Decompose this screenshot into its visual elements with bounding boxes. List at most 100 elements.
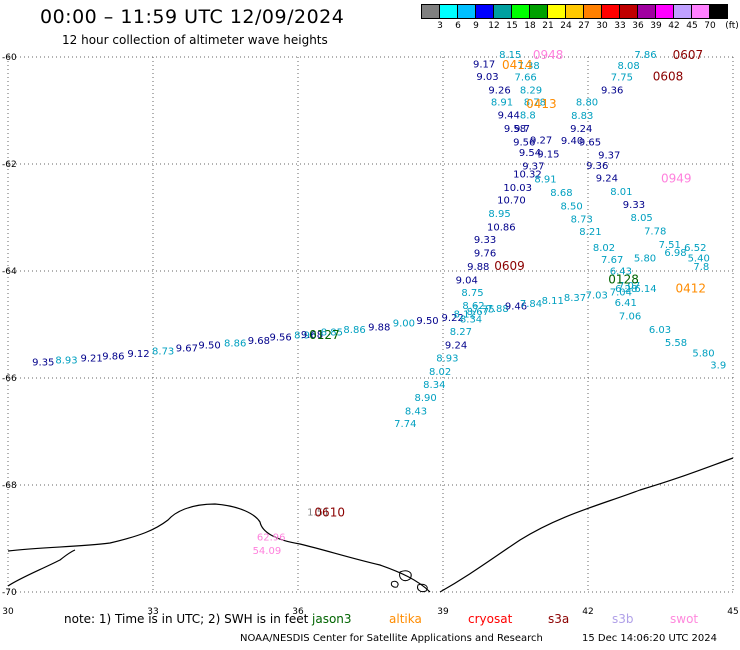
swh-value: 8.73 xyxy=(152,346,174,357)
lat-tick-label: -66 xyxy=(2,374,17,384)
swh-value: 9.40 xyxy=(561,136,583,147)
coastline-main xyxy=(7,503,431,593)
legend-swatches xyxy=(421,4,728,19)
legend-label: 42 xyxy=(668,21,680,31)
swh-value: 8.68 xyxy=(550,188,572,199)
legend-label: 9 xyxy=(473,21,479,31)
legend-swot: swot xyxy=(670,612,699,626)
swh-value: 9.44 xyxy=(498,111,520,122)
swh-value: 9.36 xyxy=(601,85,623,96)
legend-label: 15 xyxy=(506,21,518,31)
legend-label: 6 xyxy=(455,21,461,31)
swh-value: 9.33 xyxy=(474,235,496,246)
swh-value: 5.40 xyxy=(688,253,710,264)
swh-value: 8.62 xyxy=(462,301,484,312)
swh-value: 6.98 xyxy=(664,248,686,259)
swh-value: 8.08 xyxy=(617,61,639,72)
lat-tick-label: -68 xyxy=(2,481,17,491)
swh-value: 9.88 xyxy=(467,262,489,273)
swh-value: 9.68 xyxy=(248,336,270,347)
swh-value: 8.50 xyxy=(560,201,582,212)
note-text: note: 1) Time is in UTC; 2) SWH is in fe… xyxy=(64,612,309,626)
pass-time-label: 0412 xyxy=(675,281,706,295)
swh-value: 9.46 xyxy=(505,302,527,313)
legend-label: 21 xyxy=(542,21,554,31)
lat-lon-grid xyxy=(7,56,734,593)
lon-tick-label: 33 xyxy=(147,607,158,617)
legend-label: 27 xyxy=(578,21,590,31)
pass-time-label: 0608 xyxy=(653,70,684,84)
legend-label: 18 xyxy=(524,21,536,31)
lon-tick-label: 30 xyxy=(2,607,14,617)
swh-value: 7.03 xyxy=(586,290,608,301)
swh-value: 10.70 xyxy=(497,196,526,207)
swh-value: 7.67 xyxy=(601,255,623,266)
swh-value: 7.84 xyxy=(520,299,542,310)
axis-tick-labels: 30 33 36 39 42 45 -60 -62 -64 -66 -68 -70 xyxy=(2,53,739,617)
footer-credit: NOAA/NESDIS Center for Satellite Applica… xyxy=(240,633,543,644)
swh-value: 8.01 xyxy=(610,187,632,198)
swh-value: 9.88 xyxy=(368,322,390,333)
swh-value: 7.04 xyxy=(610,288,632,299)
legend-jason3: jason3 xyxy=(312,612,352,626)
swh-value: 8.67 xyxy=(467,307,489,318)
swh-value: 9.50 xyxy=(198,341,220,352)
swh-value: 8.96 xyxy=(294,330,316,341)
swh-value: 8.86 xyxy=(224,338,246,349)
swh-value: 9.22 xyxy=(442,313,464,324)
swh-value: 8.11 xyxy=(542,296,564,307)
swh-value: 6.14 xyxy=(634,284,656,295)
swh-value: 8.93 xyxy=(55,356,77,367)
swh-value: 9.56 xyxy=(513,137,535,148)
swh-value: 9.65 xyxy=(579,137,601,148)
legend-labels: 3 6 9 12 15 18 21 24 27 30 33 36 39 42 45 70 (ft) xyxy=(421,19,739,33)
legend-label: 30 xyxy=(596,21,608,31)
swh-value: 9.76 xyxy=(474,249,496,260)
swh-value: 7.74 xyxy=(394,419,416,430)
pass-time-label: 0414 xyxy=(502,58,533,72)
swh-value: 7.38 xyxy=(517,61,539,72)
swh-value: 9.24 xyxy=(596,174,618,185)
swh-value: 9.35 xyxy=(32,358,54,369)
coastline-west xyxy=(7,549,76,587)
island xyxy=(390,580,399,588)
coastline-east xyxy=(439,457,734,593)
swh-value: 8.85 xyxy=(321,328,343,339)
swh-value: 8.75 xyxy=(461,288,483,299)
swh-value: 5.80 xyxy=(692,349,714,360)
swh-value: 8.34 xyxy=(423,380,445,391)
swh-value: 3.9 xyxy=(710,360,726,371)
pass-time-label: 0128 xyxy=(608,272,639,286)
pass-time-label: 0948 xyxy=(533,48,564,62)
swh-value: 9.50 xyxy=(416,316,438,327)
lat-tick-label: -60 xyxy=(2,53,17,63)
swh-value: 10.03 xyxy=(503,183,532,194)
legend-label: 24 xyxy=(560,21,572,31)
swh-value: 8.15 xyxy=(499,50,521,61)
swh-value: 8.91 xyxy=(491,98,513,109)
swh-value: 6.52 xyxy=(684,243,706,254)
swh-value: 9.24 xyxy=(570,124,592,135)
swh-value: 7.8 xyxy=(693,262,709,273)
swh-value: 9.67 xyxy=(176,343,198,354)
pass-time-label: 0949 xyxy=(661,172,692,186)
swh-value: 9.7 xyxy=(514,124,530,135)
coastline xyxy=(7,457,734,593)
swh-value: 8.80 xyxy=(576,98,598,109)
island xyxy=(417,583,428,593)
footer-timestamp: 15 Dec 14:06:20 UTC 2024 xyxy=(582,633,717,644)
swh-value: 9.68 xyxy=(301,330,323,341)
swh-value: 9.17 xyxy=(473,60,495,71)
swh-value: 9.37 xyxy=(598,151,620,162)
swh-value: 9.26 xyxy=(488,85,510,96)
lon-tick-label: 39 xyxy=(437,607,449,617)
swh-value: 10.32 xyxy=(513,169,542,180)
swh-value: 8.12 xyxy=(454,310,476,321)
swh-value: 8.83 xyxy=(571,111,593,122)
swh-value: 7.86 xyxy=(634,50,656,61)
swh-value: 7.78 xyxy=(644,227,666,238)
legend-label: 39 xyxy=(650,21,662,31)
swh-value: 8.29 xyxy=(520,85,542,96)
